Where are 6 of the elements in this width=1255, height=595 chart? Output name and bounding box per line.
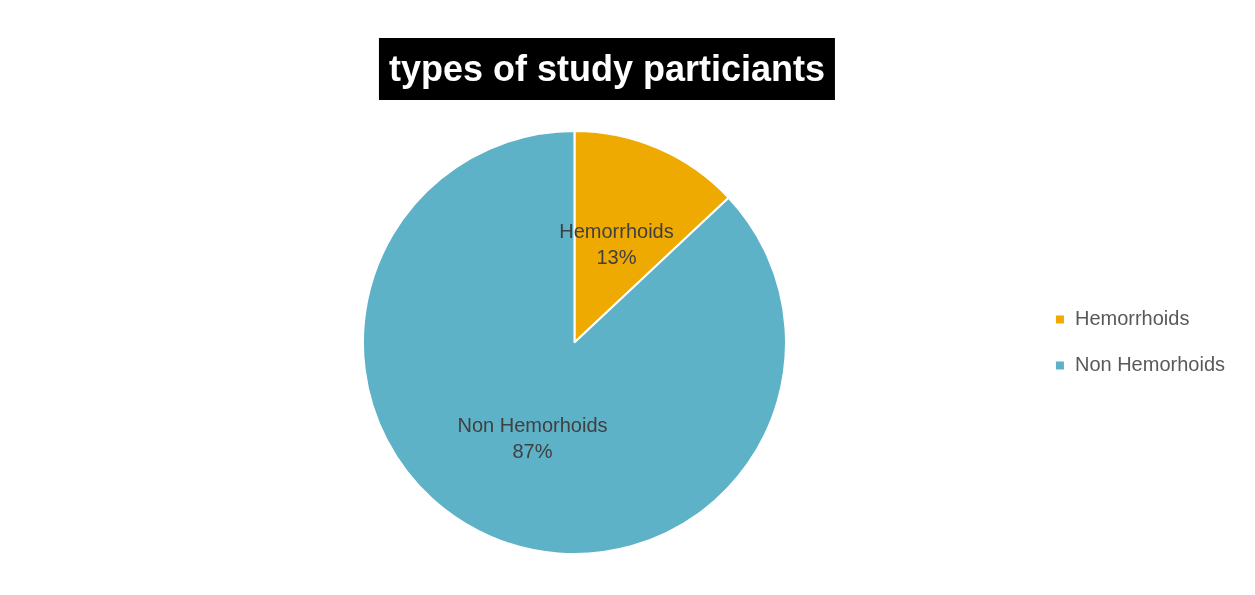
legend-label: Hemorrhoids: [1074, 307, 1190, 330]
chart-title: types of study particiants: [378, 38, 836, 100]
data-label: 87%: [512, 440, 553, 463]
slice-label: Non Hemorhoids: [457, 414, 608, 437]
data-label: 13%: [596, 245, 637, 268]
legend-label: Non Hemorhoids: [1074, 353, 1226, 376]
